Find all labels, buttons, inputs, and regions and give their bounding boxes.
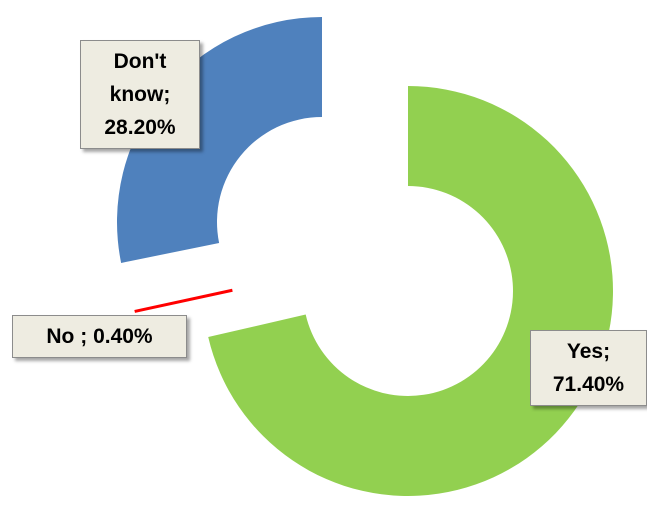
- category-label: Yes;: [566, 340, 611, 363]
- data-label: No ; 0.40%: [12, 315, 187, 358]
- data-label: Don't know; 28.20%: [80, 40, 200, 149]
- value-label: 0.40%: [93, 325, 153, 348]
- donut-slice: [208, 86, 613, 496]
- category-label: No ;: [46, 325, 88, 348]
- value-label: 71.40%: [552, 373, 625, 396]
- value-label: 28.20%: [104, 116, 176, 139]
- category-label: Don't know;: [109, 50, 171, 106]
- donut-slice: [134, 288, 233, 313]
- data-label: Yes; 71.40%: [530, 330, 647, 406]
- donut-slice: [117, 17, 322, 263]
